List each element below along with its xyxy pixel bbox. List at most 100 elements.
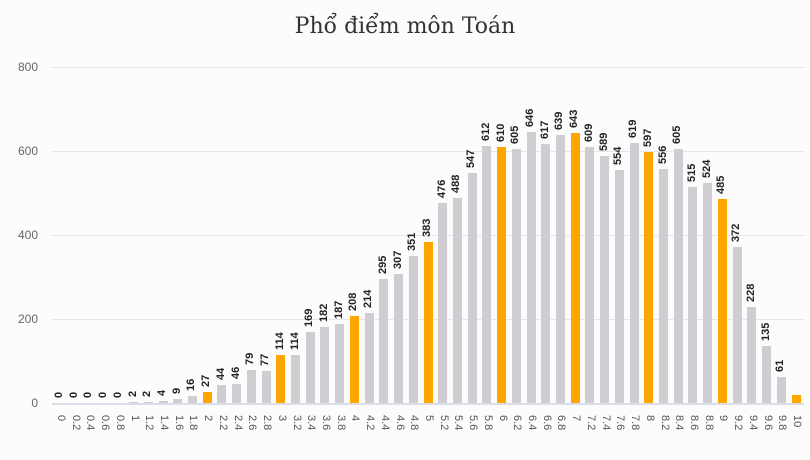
y-tick-label: 0 — [31, 396, 38, 410]
data-label: 372 — [730, 223, 743, 242]
x-tick-label: 0.6 — [99, 415, 112, 431]
x-tick-label: 2.4 — [231, 415, 244, 431]
x-tick-label: 9.2 — [732, 415, 745, 431]
x-tick-label: 10 — [791, 415, 803, 428]
data-label: 44 — [214, 367, 227, 380]
bar — [467, 173, 477, 403]
bar — [614, 170, 624, 403]
data-label: 554 — [612, 146, 625, 166]
bar — [452, 198, 462, 403]
y-tick-label: 800 — [17, 60, 38, 74]
data-label: 214 — [362, 289, 375, 309]
bar — [187, 396, 197, 403]
bar — [673, 148, 683, 403]
bar — [762, 346, 772, 403]
y-tick-label: 400 — [17, 228, 38, 242]
x-tick-label: 3.2 — [290, 415, 303, 431]
x-tick-label: 5.8 — [481, 415, 494, 431]
data-label: 208 — [347, 292, 360, 311]
x-tick-label: 8 — [643, 415, 656, 422]
data-label: 643 — [568, 109, 581, 128]
bar — [261, 370, 271, 403]
data-label: 524 — [700, 159, 713, 178]
x-tick-label: 1.2 — [143, 415, 156, 431]
x-tick-label: 0.2 — [69, 415, 82, 431]
data-label: 27 — [200, 374, 213, 387]
bar — [732, 246, 742, 403]
x-tick-label: 6.4 — [526, 415, 539, 431]
x-tick-label: 3.6 — [319, 415, 332, 431]
x-tick-label: 7 — [570, 415, 583, 422]
x-tick-label: 4.4 — [378, 415, 391, 431]
data-label: 114 — [288, 332, 301, 351]
bar — [688, 186, 698, 403]
gridline — [52, 67, 804, 68]
x-tick-label: 7.2 — [584, 415, 597, 431]
bar-highlighted — [644, 152, 654, 403]
bar — [585, 147, 595, 403]
x-tick-label: 1.8 — [187, 415, 200, 431]
bar — [600, 155, 610, 403]
x-tick-label: 1 — [128, 415, 141, 422]
bar — [555, 134, 565, 403]
x-tick-label: 0.8 — [113, 415, 126, 431]
data-label: 4 — [156, 390, 169, 397]
x-tick-label: 6 — [496, 415, 509, 422]
data-label: 488 — [450, 174, 463, 194]
bar-highlighted — [349, 315, 359, 403]
data-label: 228 — [744, 283, 757, 303]
bar-highlighted — [717, 199, 727, 403]
data-label: 0 — [111, 391, 124, 398]
bar — [408, 255, 418, 403]
bar — [320, 326, 330, 403]
x-tick-label: 4.2 — [364, 415, 377, 431]
data-label: 295 — [376, 255, 389, 275]
x-axis-line — [52, 403, 804, 405]
data-label: 476 — [435, 179, 448, 199]
data-label: 46 — [229, 366, 242, 379]
x-tick-label: 6.8 — [555, 415, 568, 431]
data-label: 547 — [465, 149, 478, 169]
data-label: 485 — [715, 175, 728, 195]
data-label: 0 — [67, 391, 80, 398]
data-label: 16 — [185, 379, 198, 392]
data-label: 2 — [141, 391, 154, 398]
data-label: 0 — [53, 391, 65, 398]
chart-title: Phổ điểm môn Toán — [294, 14, 516, 39]
bar — [232, 383, 242, 403]
bar — [482, 145, 492, 403]
data-label: 0 — [97, 391, 110, 398]
bar — [659, 169, 669, 403]
x-tick-label: 3.4 — [305, 415, 318, 431]
x-tick-label: 2.6 — [246, 415, 259, 431]
data-label: 646 — [524, 108, 537, 127]
bar — [747, 307, 757, 403]
data-label: 79 — [244, 352, 257, 365]
x-tick-label: 9 — [717, 415, 730, 422]
x-tick-label: 9.6 — [761, 415, 774, 431]
x-tick-label: 0 — [55, 415, 67, 422]
data-label: 187 — [332, 301, 345, 320]
x-tick-label: 4.8 — [408, 415, 421, 431]
data-label: 77 — [259, 353, 272, 366]
x-tick-label: 7.8 — [629, 415, 642, 431]
x-tick-label: 8.4 — [673, 415, 686, 431]
bar — [335, 324, 345, 403]
bar — [305, 332, 315, 403]
data-label: 609 — [582, 123, 595, 143]
data-label: 61 — [774, 360, 787, 373]
x-tick-label: 2 — [202, 415, 215, 422]
bar — [364, 313, 374, 403]
data-label: 605 — [509, 125, 522, 144]
data-label: 589 — [597, 132, 610, 151]
bar — [246, 369, 256, 403]
data-label: 617 — [538, 120, 551, 139]
data-label: 619 — [627, 119, 640, 139]
bar-highlighted — [497, 146, 507, 403]
bar — [129, 402, 139, 403]
data-label: 383 — [421, 218, 433, 238]
bar — [379, 279, 389, 403]
bar — [394, 274, 404, 403]
data-label: 9 — [170, 388, 183, 395]
x-tick-label: 3.8 — [334, 415, 347, 431]
